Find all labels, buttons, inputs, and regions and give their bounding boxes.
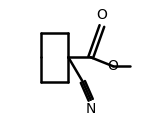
Text: O: O xyxy=(108,59,118,73)
Text: O: O xyxy=(96,8,107,22)
Text: N: N xyxy=(86,102,96,116)
